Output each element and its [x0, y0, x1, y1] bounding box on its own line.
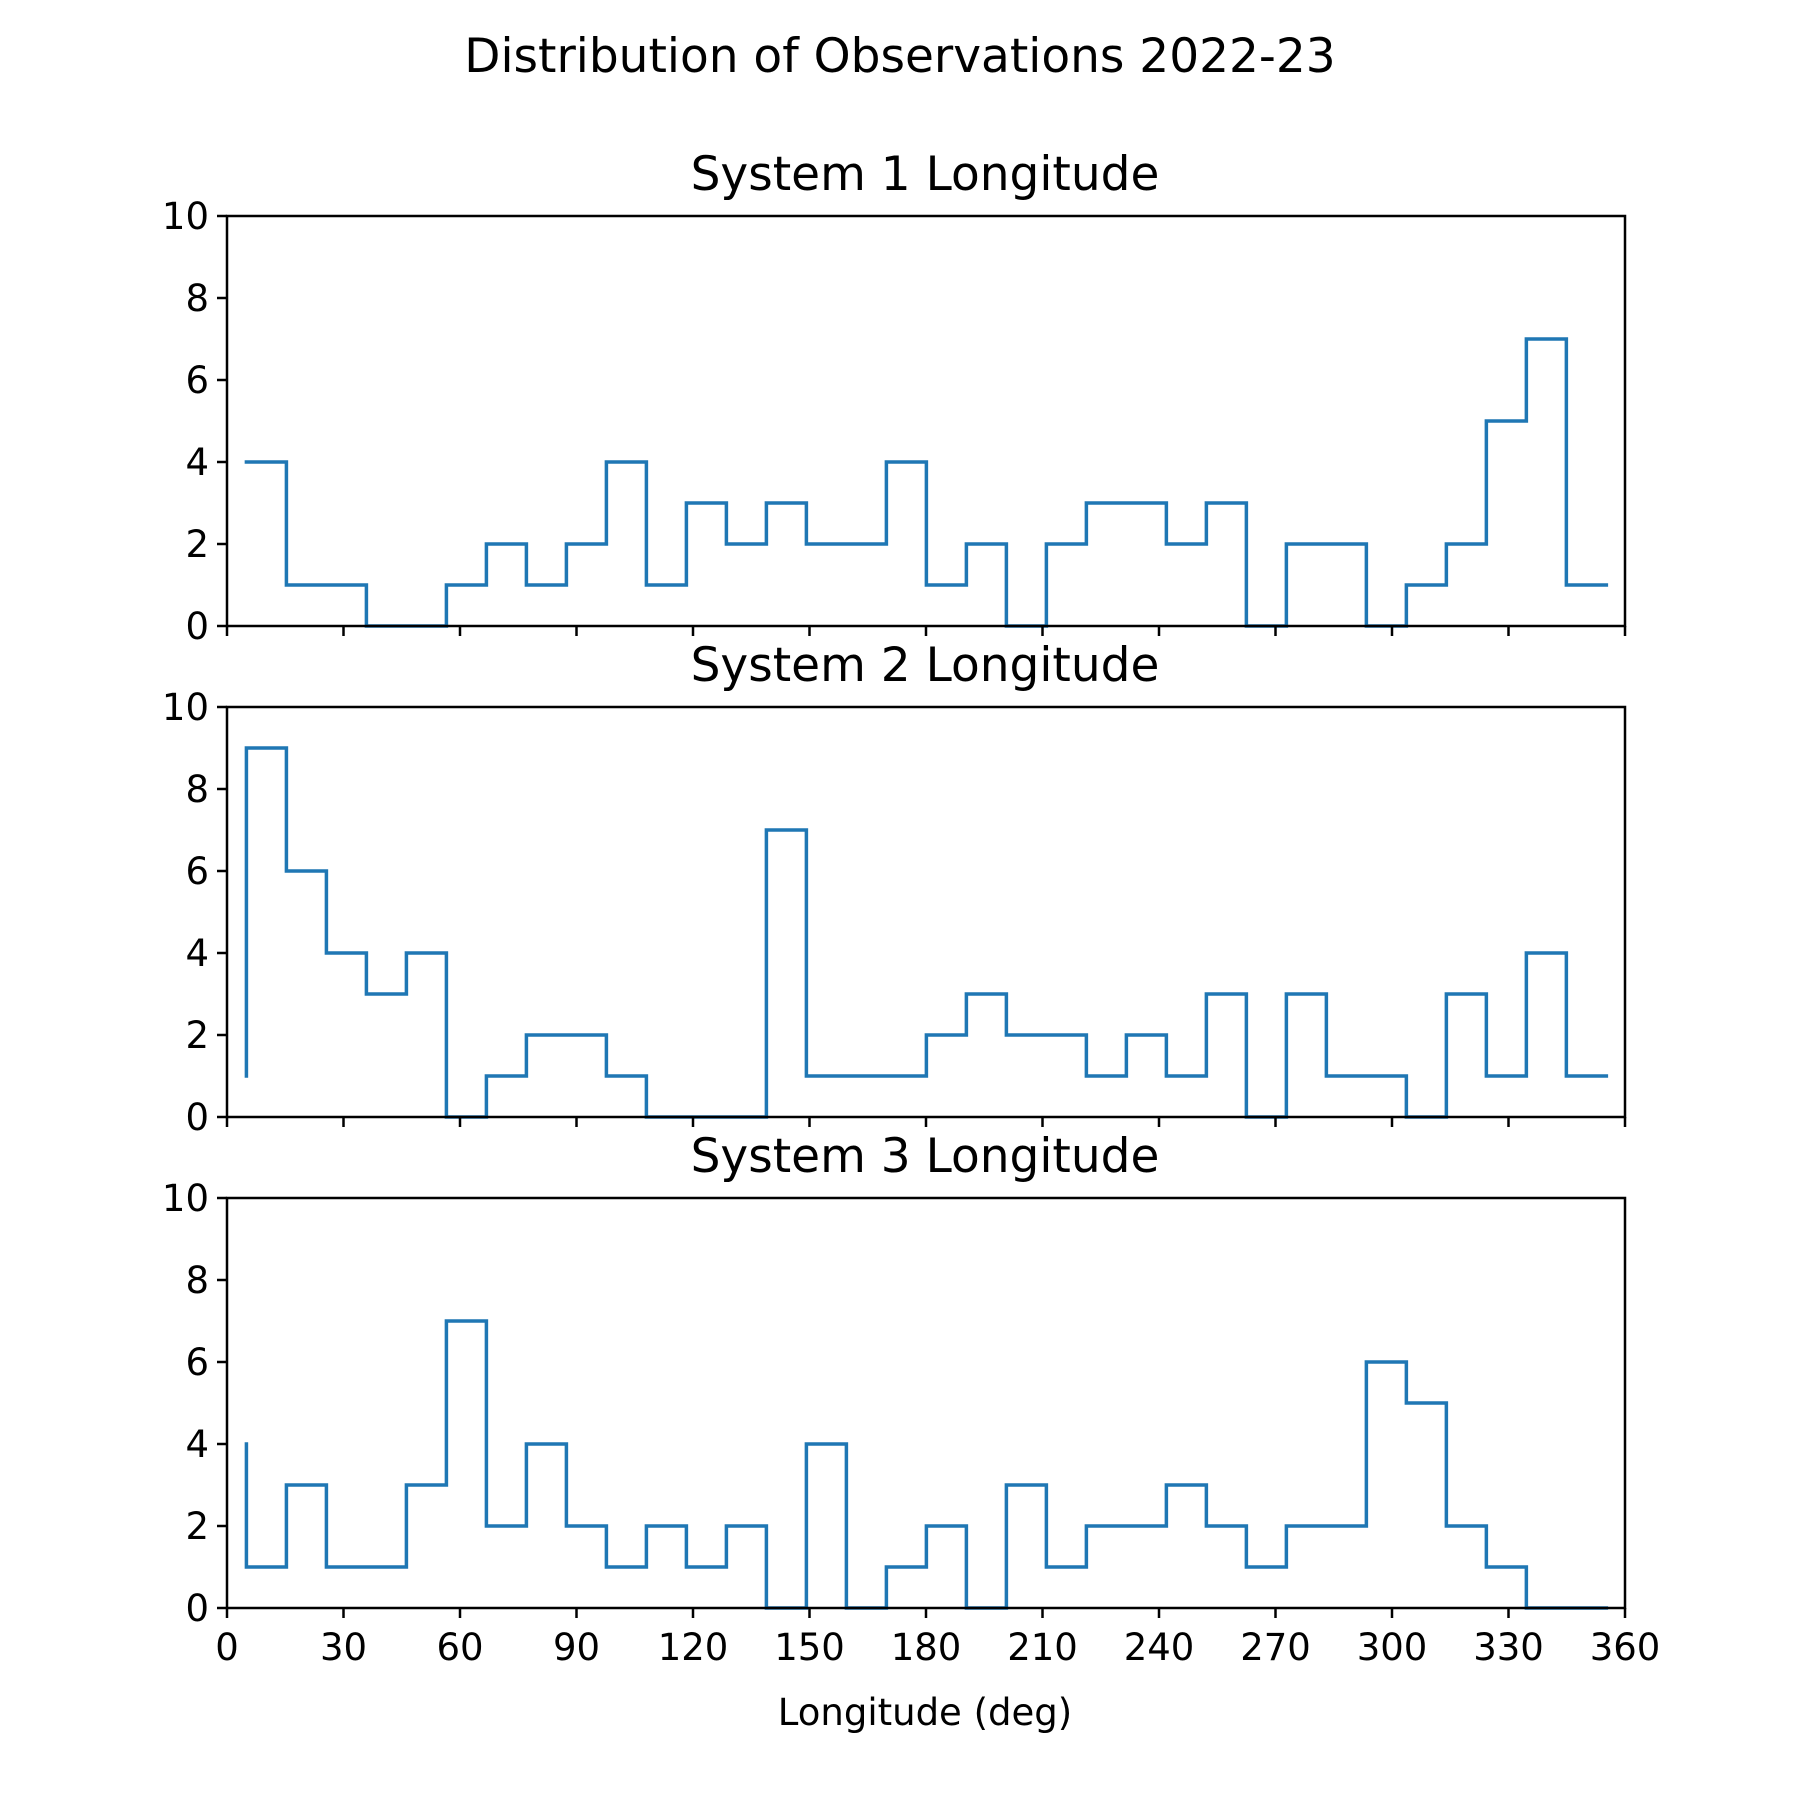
x-tick-label: 150	[774, 1626, 845, 1669]
panel-title: System 3 Longitude	[691, 1129, 1160, 1184]
x-axis-label: Longitude (deg)	[778, 1691, 1072, 1734]
y-tick-label: 10	[162, 1177, 209, 1220]
panel-system-2: System 2 Longitude 0 2 4 6 8 10	[162, 638, 1627, 1139]
figure-title: Distribution of Observations 2022-23	[464, 29, 1335, 84]
x-tick-label: 270	[1240, 1626, 1311, 1669]
y-tick-label: 2	[185, 523, 209, 566]
x-tick-label: 360	[1590, 1626, 1661, 1669]
y-tick-label: 4	[185, 1423, 209, 1466]
x-tick-label: 30	[320, 1626, 367, 1669]
x-tick-label: 180	[891, 1626, 962, 1669]
panel-system-1: System 1 Longitude 0 2 4 6 8 10	[162, 147, 1627, 648]
y-tick-label: 8	[185, 277, 209, 320]
histogram-step-line	[244, 337, 1609, 628]
x-tick-label: 90	[553, 1626, 600, 1669]
y-tick-label: 0	[185, 1096, 209, 1139]
y-tick-label: 4	[185, 932, 209, 975]
y-tick-label: 4	[185, 441, 209, 484]
y-tick-label: 2	[185, 1014, 209, 1057]
y-tick-label: 10	[162, 195, 209, 238]
x-tick-label: 120	[658, 1626, 729, 1669]
y-tick-label: 8	[185, 768, 209, 811]
x-tick-label: 210	[1007, 1626, 1078, 1669]
x-tick-label: 240	[1124, 1626, 1195, 1669]
histogram-step-line	[244, 1319, 1609, 1610]
y-tick-label: 6	[185, 359, 209, 402]
y-tick-label: 0	[185, 1587, 209, 1630]
y-tick-label: 8	[185, 1259, 209, 1302]
y-tick-label: 0	[185, 605, 209, 648]
panel-title: System 1 Longitude	[691, 147, 1160, 202]
y-tick-label: 6	[185, 850, 209, 893]
x-tick-label: 0	[215, 1626, 239, 1669]
x-tick-label: 60	[436, 1626, 483, 1669]
x-tick-label: 300	[1357, 1626, 1428, 1669]
panel-title: System 2 Longitude	[691, 638, 1160, 693]
panel-system-3: System 3 Longitude Longitude (deg) 0 2 4 6 8…	[162, 1129, 1660, 1734]
y-tick-label: 10	[162, 686, 209, 729]
y-tick-label: 2	[185, 1505, 209, 1548]
histogram-step-line	[244, 746, 1609, 1119]
y-tick-label: 6	[185, 1341, 209, 1384]
x-tick-label: 330	[1473, 1626, 1544, 1669]
